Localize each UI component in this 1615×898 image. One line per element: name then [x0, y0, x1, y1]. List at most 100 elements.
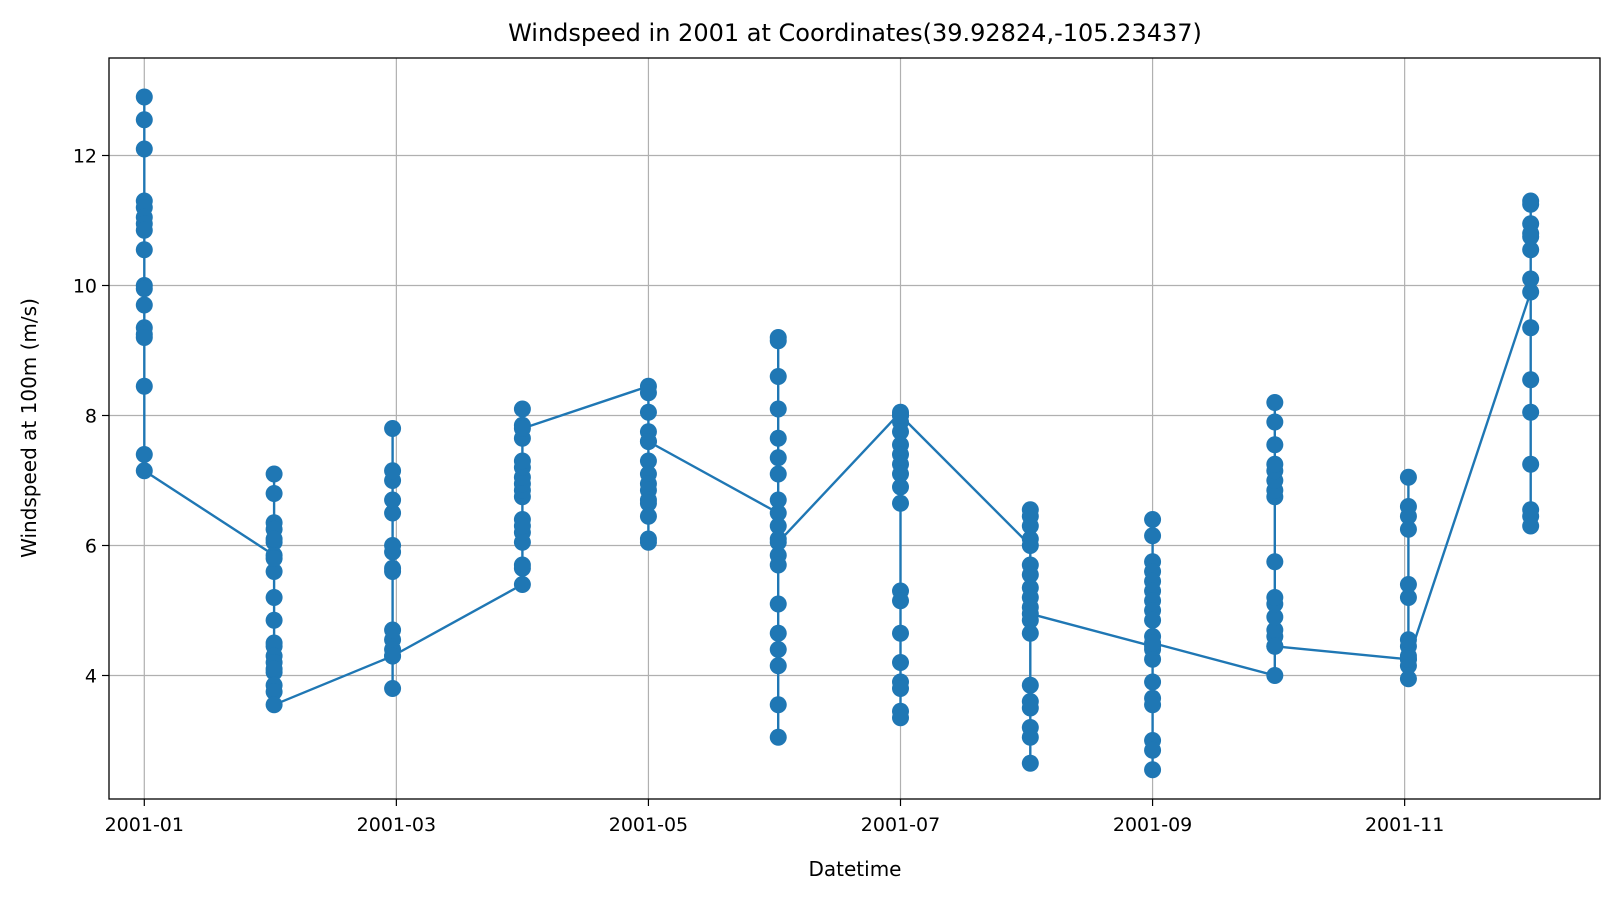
data-point — [1522, 241, 1540, 259]
y-tick-label: 6 — [85, 536, 97, 558]
data-point — [1021, 517, 1039, 535]
data-point — [265, 530, 283, 548]
data-point — [769, 657, 787, 675]
data-point — [1522, 517, 1540, 535]
data-point — [265, 589, 283, 606]
data-point — [639, 384, 657, 402]
data-point — [892, 494, 910, 512]
data-point — [1522, 319, 1540, 337]
data-point — [769, 329, 787, 346]
chart-title: Windspeed in 2001 at Coordinates(39.9282… — [508, 19, 1202, 47]
data-point — [1144, 511, 1162, 528]
data-point — [1399, 520, 1417, 538]
data-point — [1144, 761, 1162, 779]
data-point — [265, 696, 283, 714]
data-point — [1266, 394, 1284, 411]
x-tick-label: 2001-11 — [1365, 814, 1444, 836]
data-point — [513, 400, 531, 418]
data-point — [1144, 527, 1162, 545]
y-tick-label: 12 — [73, 146, 97, 168]
x-tick-label: 2001-07 — [861, 814, 940, 836]
data-point — [1399, 589, 1417, 606]
data-point — [639, 507, 657, 525]
plot-frame — [108, 57, 1601, 800]
data-point — [135, 462, 153, 480]
data-point — [513, 559, 531, 577]
data-point — [384, 559, 402, 577]
data-point — [1399, 670, 1417, 688]
data-point — [639, 452, 657, 470]
data-point — [892, 709, 910, 727]
data-point — [265, 683, 283, 701]
data-point — [135, 280, 153, 298]
data-point — [513, 517, 531, 535]
data-point — [135, 241, 153, 259]
data-point — [513, 420, 531, 437]
data-point — [1021, 605, 1039, 623]
data-point — [892, 465, 910, 483]
data-point — [769, 429, 787, 447]
data-point — [769, 728, 787, 746]
axis-ticks: 2001-01 2001-03 2001-05 2001-07 2001-09 2001-… — [73, 146, 1445, 837]
data-point — [769, 465, 787, 483]
data-point — [769, 624, 787, 642]
data-point — [265, 660, 283, 678]
data-series — [135, 88, 1540, 779]
data-point — [384, 504, 402, 522]
data-point — [513, 452, 531, 470]
data-point — [135, 329, 153, 346]
data-point — [892, 680, 910, 697]
data-point — [1144, 611, 1162, 629]
data-point — [1522, 283, 1540, 301]
x-tick-label: 2001-09 — [1113, 814, 1192, 836]
data-point — [892, 407, 910, 424]
data-point — [769, 449, 787, 467]
data-point — [1266, 436, 1284, 454]
data-point — [1522, 371, 1540, 389]
data-point — [1399, 498, 1417, 515]
data-point — [1266, 608, 1284, 626]
data-point — [1021, 624, 1039, 642]
data-point — [769, 368, 787, 385]
data-point — [265, 485, 283, 502]
data-point — [892, 654, 910, 671]
data-point — [1399, 576, 1417, 593]
data-point — [1144, 650, 1162, 668]
data-point — [384, 621, 402, 639]
data-point — [769, 504, 787, 522]
data-point — [639, 403, 657, 421]
data-point — [265, 611, 283, 629]
data-point — [1266, 621, 1284, 639]
data-point — [135, 296, 153, 314]
data-point — [769, 696, 787, 714]
data-point — [1399, 650, 1417, 668]
data-point — [1522, 270, 1540, 288]
data-point — [384, 491, 402, 509]
data-point — [1266, 589, 1284, 606]
data-point — [1021, 676, 1039, 694]
data-point — [1144, 741, 1162, 759]
data-point — [1144, 673, 1162, 691]
data-point — [384, 462, 402, 480]
data-point — [1266, 667, 1284, 684]
data-point — [384, 537, 402, 554]
data-point — [1399, 631, 1417, 649]
data-point — [769, 400, 787, 418]
data-point — [135, 140, 153, 158]
y-axis-title: Windspeed at 100m (m/s) — [17, 298, 41, 558]
data-point — [1021, 699, 1039, 717]
data-point — [135, 111, 153, 129]
x-axis-title: Datetime — [809, 857, 902, 881]
data-point — [892, 478, 910, 496]
data-point — [1266, 413, 1284, 431]
y-tick-label: 10 — [73, 276, 97, 298]
data-point — [1021, 530, 1039, 548]
data-point — [1021, 728, 1039, 746]
data-point — [1522, 225, 1540, 242]
x-tick-label: 2001-03 — [357, 814, 436, 836]
data-point — [769, 556, 787, 574]
x-tick-label: 2001-05 — [609, 814, 688, 836]
data-point — [769, 595, 787, 613]
